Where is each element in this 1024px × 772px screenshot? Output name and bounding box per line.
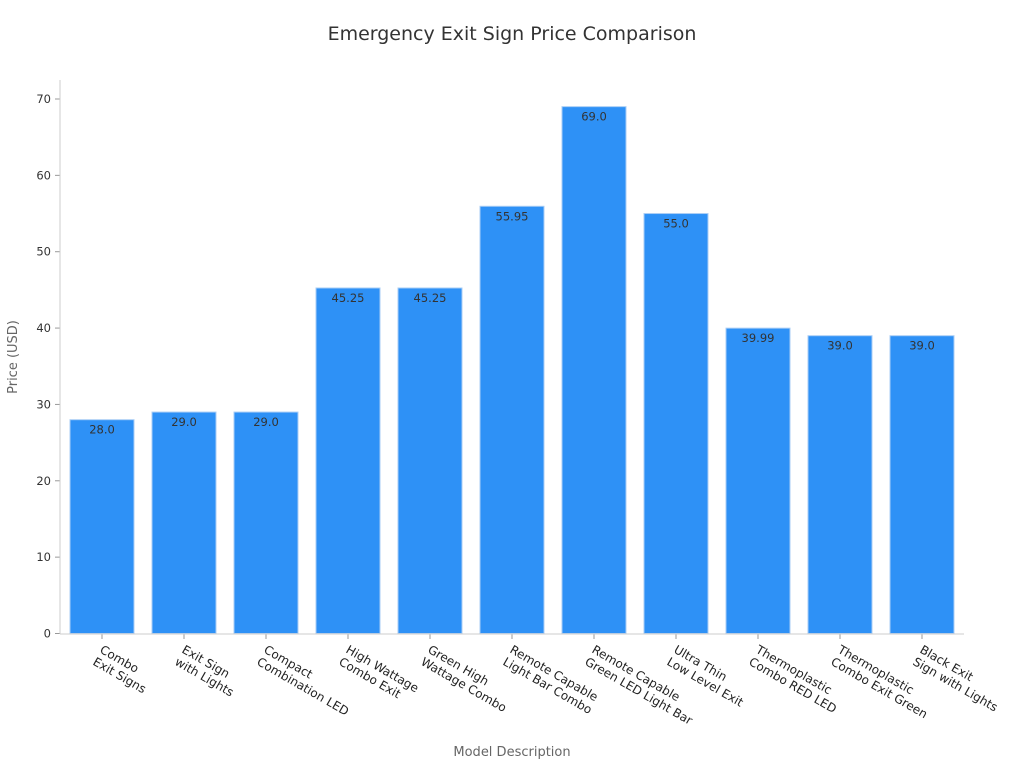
bar (397, 287, 463, 634)
bar-value-label: 45.25 (332, 291, 365, 305)
bar-value-label: 55.0 (663, 217, 689, 231)
bar (69, 419, 135, 635)
chart-title: Emergency Exit Sign Price Comparison (328, 23, 697, 45)
y-tick-label: 20 (36, 474, 51, 488)
bar (725, 327, 791, 634)
bar (643, 213, 709, 635)
bar (889, 335, 955, 634)
bar (315, 287, 381, 634)
bar-value-label: 45.25 (414, 291, 447, 305)
y-tick-label: 10 (36, 550, 51, 564)
bar-value-label: 29.0 (253, 415, 279, 429)
bar-value-label: 39.99 (742, 331, 775, 345)
bar-value-label: 29.0 (171, 415, 197, 429)
bar-value-label: 55.95 (496, 209, 529, 223)
bar (561, 106, 627, 634)
bar-value-label: 39.0 (909, 339, 935, 353)
y-axis-label: Price (USD) (6, 320, 21, 394)
bar (151, 411, 217, 635)
bar-value-label: 69.0 (581, 110, 607, 124)
bar (479, 205, 545, 634)
x-axis-label: Model Description (453, 745, 570, 760)
y-tick-label: 40 (36, 321, 51, 335)
bar-value-label: 28.0 (89, 423, 115, 437)
y-tick-label: 30 (36, 397, 51, 411)
bar (233, 411, 299, 635)
y-tick-label: 70 (36, 92, 51, 106)
y-tick-label: 60 (36, 168, 51, 182)
bar-value-label: 39.0 (827, 339, 853, 353)
y-tick-label: 50 (36, 245, 51, 259)
bar (807, 335, 873, 634)
y-tick-label: 0 (44, 627, 51, 641)
